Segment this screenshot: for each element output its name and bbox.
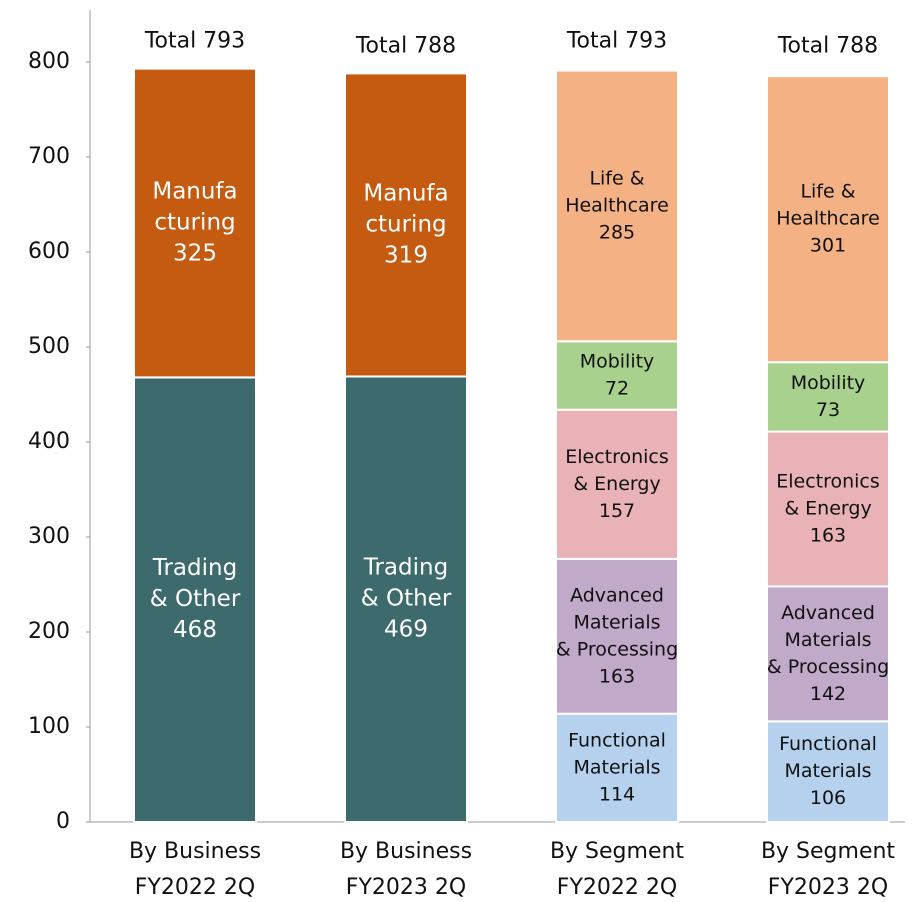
segment-name-label: Materials: [784, 629, 871, 651]
x-tick-label: FY2023 2Q: [768, 875, 888, 900]
y-tick-label: 100: [28, 714, 70, 739]
segment-value-label: 142: [810, 683, 846, 705]
segment-name-label: cturing: [365, 211, 446, 237]
x-tick-label: FY2022 2Q: [135, 875, 255, 900]
segment-value-label: 285: [599, 221, 635, 243]
y-tick-label: 400: [28, 429, 70, 454]
segment-value-label: 106: [810, 787, 846, 809]
bar-segment: [133, 376, 257, 823]
segment-value-label: 163: [599, 665, 635, 687]
segment-value-label: 468: [173, 617, 217, 643]
segment-name-label: Materials: [784, 760, 871, 782]
x-tick-label: FY2023 2Q: [346, 875, 466, 900]
segment-name-label: cturing: [154, 210, 235, 236]
segment-name-label: Healthcare: [565, 194, 669, 216]
segment-name-label: & Energy: [784, 497, 871, 519]
y-tick-label: 800: [28, 49, 70, 74]
segment-name-label: Life &: [800, 181, 855, 203]
bar-segment: [766, 720, 890, 823]
total-label: Total 793: [566, 29, 667, 54]
segment-name-label: & Energy: [573, 473, 660, 495]
segment-value-label: 319: [384, 242, 428, 268]
segment-value-label: 114: [599, 783, 635, 805]
y-tick-label: 0: [56, 809, 70, 834]
x-tick-label: By Segment: [761, 839, 895, 864]
total-label: Total 788: [777, 33, 878, 58]
bar-segment: [133, 67, 257, 379]
segment-name-label: Manufa: [363, 180, 448, 206]
bar-segment: [555, 69, 679, 343]
segment-name-label: & Processing: [767, 656, 889, 678]
total-label: Total 788: [355, 33, 456, 58]
segment-name-label: Mobility: [791, 372, 866, 394]
segment-value-label: 73: [816, 399, 840, 421]
segment-name-label: Trading: [363, 555, 448, 581]
segment-name-label: & Processing: [556, 638, 678, 660]
segment-name-label: Manufa: [152, 179, 237, 205]
bar-segment: [344, 375, 468, 823]
total-label: Total 793: [144, 29, 245, 54]
segment-value-label: 163: [810, 524, 846, 546]
y-tick-label: 200: [28, 619, 70, 644]
segment-name-label: Electronics: [565, 446, 669, 468]
segment-value-label: 301: [810, 235, 846, 257]
bar-segment: [766, 361, 890, 433]
segment-value-label: 469: [384, 617, 428, 643]
segment-value-label: 325: [173, 241, 217, 267]
segment-value-label: 72: [605, 378, 629, 400]
x-tick-label: FY2022 2Q: [557, 875, 677, 900]
x-tick-label: By Business: [340, 839, 472, 864]
segment-name-label: Healthcare: [776, 208, 880, 230]
bar-segment: [344, 72, 468, 378]
segment-name-label: Trading: [152, 555, 237, 581]
y-tick-label: 300: [28, 524, 70, 549]
bar-segment: [766, 585, 890, 723]
y-tick-label: 600: [28, 239, 70, 264]
bar-segment: [555, 712, 679, 824]
segment-name-label: Materials: [573, 611, 660, 633]
segment-name-label: Materials: [573, 756, 660, 778]
x-tick-label: By Segment: [550, 839, 684, 864]
segment-name-label: Functional: [568, 729, 666, 751]
segment-name-label: Functional: [779, 733, 877, 755]
segment-name-label: Advanced: [570, 584, 664, 606]
bar-segment: [766, 430, 890, 588]
segment-value-label: 157: [599, 500, 635, 522]
segment-name-label: Advanced: [781, 602, 875, 624]
y-tick-label: 700: [28, 144, 70, 169]
bar-segment: [766, 75, 890, 364]
bar-segment: [555, 557, 679, 715]
x-tick-label: By Business: [129, 839, 261, 864]
segment-name-label: Life &: [589, 167, 644, 189]
segment-name-label: & Other: [361, 586, 452, 612]
segment-name-label: & Other: [150, 586, 241, 612]
segment-name-label: Electronics: [776, 470, 880, 492]
y-tick-label: 500: [28, 334, 70, 359]
segment-name-label: Mobility: [580, 351, 655, 373]
